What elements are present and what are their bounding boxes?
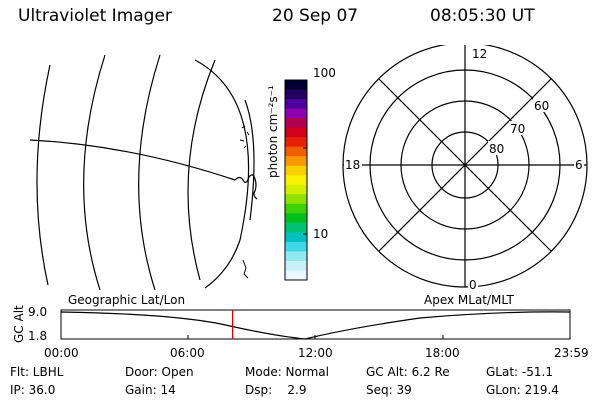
status-filter: Flt: LBHL xyxy=(10,365,64,379)
map-meridian-3 xyxy=(138,54,161,290)
time-tick-2359: 23:59 xyxy=(554,346,589,360)
status-door: Door: Open xyxy=(125,365,194,379)
colorbar-cell xyxy=(285,156,307,167)
colorbar-cell xyxy=(285,184,307,195)
map-meridian-1 xyxy=(36,64,51,286)
mlt-label-18: 18 xyxy=(345,158,360,172)
lat-label-70: 70 xyxy=(510,122,525,136)
status-gain: Gain: 14 xyxy=(125,383,176,397)
map-coastline-wiggle xyxy=(234,174,258,200)
date-label: 20 Sep 07 xyxy=(272,6,359,26)
mlt-label-0: 0 xyxy=(469,278,477,292)
time-tick-1800: 18:00 xyxy=(425,346,460,360)
colorbar-cell xyxy=(285,137,307,148)
polar-plot: 12 6 0 18 60 70 80 xyxy=(342,45,588,292)
colorbar-cell xyxy=(285,127,307,138)
polar-diagonal-2 xyxy=(378,78,552,252)
time-tick-1200: 12:00 xyxy=(298,346,333,360)
colorbar-cell xyxy=(285,251,307,262)
mlt-label-6: 6 xyxy=(575,158,583,172)
time-tick-0600: 06:00 xyxy=(170,346,205,360)
colorbar-cell xyxy=(285,108,307,119)
colorbar-cell xyxy=(285,165,307,176)
map-meridian-2 xyxy=(83,54,106,290)
colorbar-gradient xyxy=(285,80,307,281)
altitude-y-label: GC Alt xyxy=(12,305,26,343)
colorbar-cell xyxy=(285,203,307,214)
time-tick-0000: 00:00 xyxy=(44,346,79,360)
colorbar-tick-100: 100 xyxy=(313,66,336,80)
altitude-curve xyxy=(60,311,571,340)
map-latitude-arc-2 xyxy=(244,99,255,221)
colorbar-cell xyxy=(285,146,307,157)
colorbar xyxy=(284,79,308,281)
geographic-map xyxy=(30,54,258,290)
colorbar-cell xyxy=(285,89,307,100)
status-glon: GLon: 219.4 xyxy=(486,383,559,397)
colorbar-cell xyxy=(285,175,307,186)
apex-map-label: Apex MLat/MLT xyxy=(424,293,514,307)
status-dsp: Dsp: 2.9 xyxy=(245,383,307,397)
colorbar-tick-10: 10 xyxy=(313,227,329,241)
colorbar-unit-label: photon cm⁻²s⁻¹ xyxy=(266,85,280,178)
altitude-tick-9: 9.0 xyxy=(28,305,48,319)
status-gc-alt: GC Alt: 6.2 Re xyxy=(366,365,450,379)
altitude-plot xyxy=(60,309,571,340)
colorbar-cell xyxy=(285,241,307,252)
map-meridian-4 xyxy=(187,59,216,281)
colorbar-cell xyxy=(285,118,307,129)
map-parallel-line xyxy=(30,139,236,181)
colorbar-cell xyxy=(285,232,307,243)
geographic-map-label: Geographic Lat/Lon xyxy=(68,293,186,307)
altitude-tick-1-8: 1.8 xyxy=(28,329,48,343)
time-label: 08:05:30 UT xyxy=(430,6,535,26)
lat-label-80: 80 xyxy=(489,142,504,156)
mlt-label-12: 12 xyxy=(472,47,487,61)
app-title: Ultraviolet Imager xyxy=(18,6,172,26)
lat-label-60: 60 xyxy=(534,99,549,113)
colorbar-cell xyxy=(285,213,307,224)
colorbar-cell xyxy=(285,99,307,110)
colorbar-cell xyxy=(285,80,307,91)
colorbar-cell xyxy=(285,194,307,205)
map-latitude-arc-1 xyxy=(194,59,250,289)
map-coastline-south xyxy=(242,259,249,279)
status-mode: Mode: Normal xyxy=(245,365,329,379)
colorbar-cell xyxy=(285,222,307,233)
status-glat: GLat: -51.1 xyxy=(486,365,553,379)
status-seq: Seq: 39 xyxy=(366,383,412,397)
map-coastline-dots xyxy=(239,125,250,149)
status-ip: IP: 36.0 xyxy=(10,383,56,397)
colorbar-cell xyxy=(285,270,307,281)
colorbar-cell xyxy=(285,260,307,271)
